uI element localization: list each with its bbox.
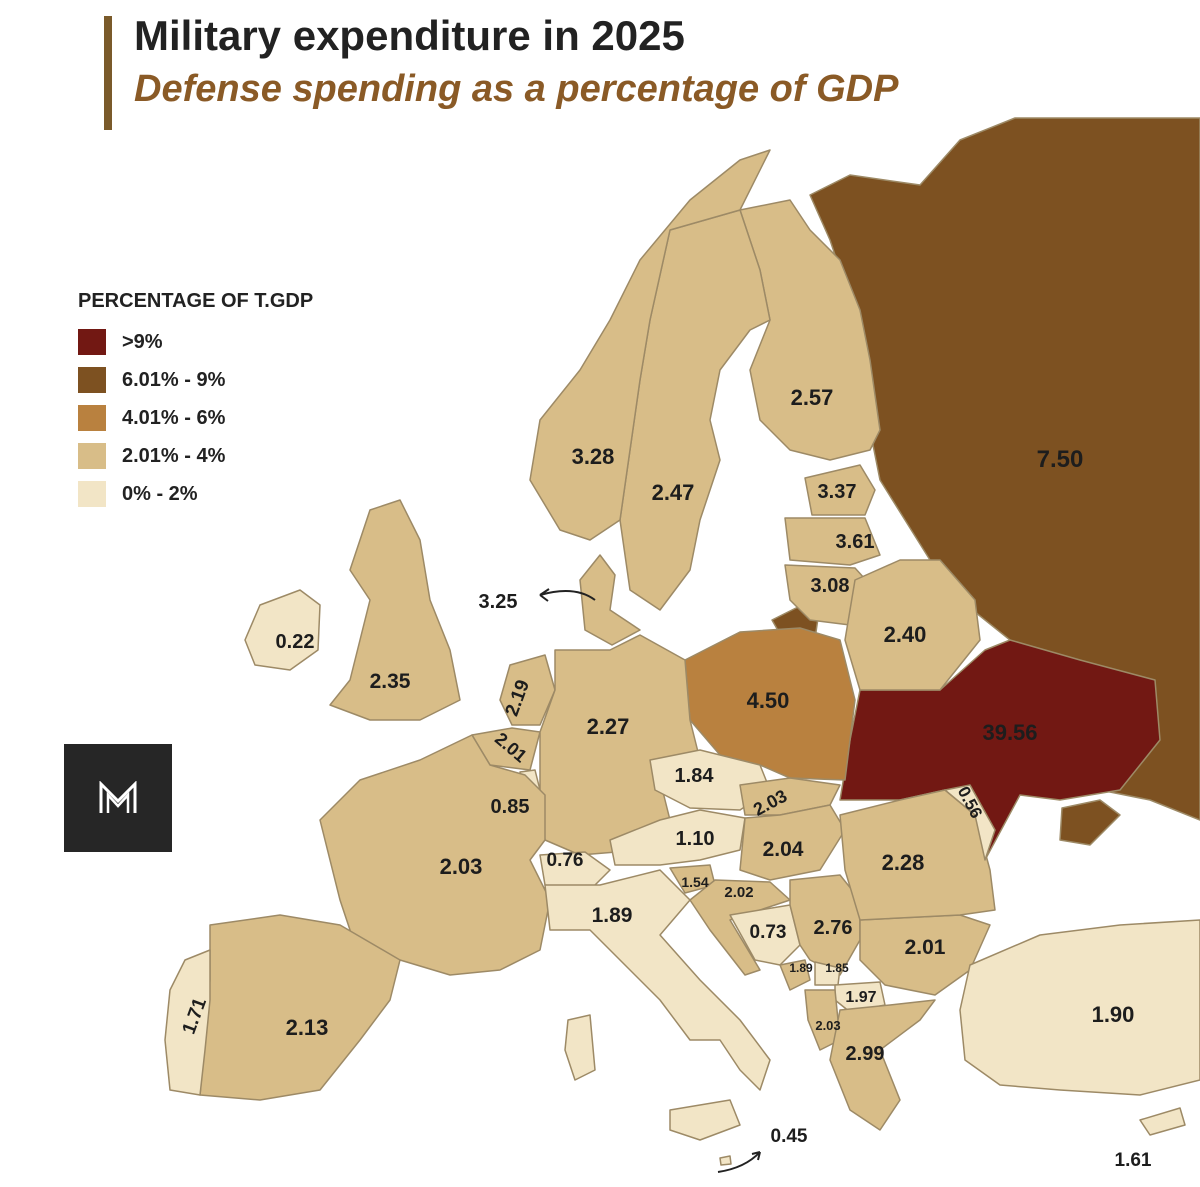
region-sicily — [669, 1099, 741, 1141]
value-label-norway: 3.28 — [572, 444, 615, 469]
value-label-czechia: 1.84 — [675, 765, 715, 787]
denmark-pointer-arrow — [539, 590, 596, 601]
value-label-hungary: 2.04 — [763, 838, 804, 861]
region-hungary — [739, 804, 846, 881]
region-switzerland — [539, 851, 611, 891]
m-logo-icon — [64, 744, 172, 852]
value-label-switzerland: 0.76 — [547, 850, 584, 871]
value-label-austria: 1.10 — [676, 828, 715, 850]
value-label-turkey: 1.90 — [1092, 1002, 1135, 1027]
region-montenegro — [779, 959, 811, 991]
value-label-finland: 2.57 — [791, 385, 834, 410]
region-ukraine — [839, 639, 1161, 861]
malta-arrow-head — [751, 1151, 761, 1161]
region-spain — [199, 914, 401, 1101]
value-label-serbia: 2.76 — [814, 917, 853, 939]
value-label-luxembourg: 0.85 — [491, 796, 530, 818]
value-label-ireland: 0.22 — [276, 631, 315, 653]
value-label-lithuania: 3.08 — [811, 575, 850, 597]
region-bulgaria — [859, 914, 991, 996]
legend-item-over9: >9% — [78, 323, 313, 361]
region-turkey — [959, 919, 1200, 1096]
region-france — [319, 734, 551, 976]
region-latvia — [784, 517, 881, 566]
region-denmark — [579, 554, 641, 646]
value-labels: 7.50 39.56 4.50 2.57 2.47 3.28 3.25 3.37 3.61 3.0… — [179, 385, 1152, 1171]
malta-pointer-arrow — [717, 1151, 761, 1173]
value-label-spain: 2.13 — [286, 1015, 329, 1040]
value-label-france: 2.03 — [440, 854, 483, 879]
value-label-sweden: 2.47 — [652, 480, 695, 505]
value-label-germany: 2.27 — [587, 714, 630, 739]
value-label-denmark: 3.25 — [479, 591, 518, 613]
value-label-uk: 2.35 — [370, 670, 411, 693]
region-ireland — [244, 589, 321, 671]
legend-swatch — [78, 481, 106, 507]
legend: PERCENTAGE OF T.GDP >9% 6.01% - 9% 4.01%… — [78, 290, 313, 513]
region-crimea — [1059, 799, 1121, 846]
legend-swatch — [78, 405, 106, 431]
value-label-bosnia: 0.73 — [750, 922, 787, 943]
value-label-montenegro: 1.89 — [789, 961, 813, 975]
legend-label: 0% - 2% — [122, 482, 198, 505]
value-label-latvia: 3.61 — [836, 531, 875, 553]
legend-item-2-4: 2.01% - 4% — [78, 437, 313, 475]
region-portugal — [164, 949, 211, 1096]
region-romania — [839, 789, 996, 921]
legend-label: 2.01% - 4% — [122, 444, 226, 467]
region-estonia — [804, 464, 876, 516]
region-bosnia — [729, 904, 801, 966]
title-accent-bar — [104, 16, 112, 130]
legend-item-0-2: 0% - 2% — [78, 475, 313, 513]
legend-swatch — [78, 443, 106, 469]
value-label-croatia: 2.02 — [724, 884, 753, 901]
value-label-bulgaria: 2.01 — [905, 936, 946, 959]
legend-label: >9% — [122, 330, 163, 353]
region-moldova — [944, 784, 996, 861]
value-label-kosovo: 1.85 — [825, 961, 849, 975]
region-poland — [684, 627, 856, 781]
value-label-albania: 2.03 — [815, 1018, 840, 1033]
region-finland — [739, 199, 881, 461]
legend-item-6-9: 6.01% - 9% — [78, 361, 313, 399]
value-label-ukraine: 39.56 — [982, 720, 1037, 745]
legend-label: 4.01% - 6% — [122, 406, 226, 429]
region-austria — [609, 809, 746, 866]
region-belarus — [844, 559, 981, 691]
legend-item-4-6: 4.01% - 6% — [78, 399, 313, 437]
region-albania — [804, 989, 841, 1051]
value-label-greece: 2.99 — [846, 1043, 885, 1065]
value-label-russia: 7.50 — [1037, 446, 1084, 473]
legend-label: 6.01% - 9% — [122, 368, 226, 391]
value-label-cyprus: 1.61 — [1115, 1150, 1152, 1171]
m-logo-glyph — [99, 781, 137, 813]
value-label-italy: 1.89 — [592, 904, 633, 927]
region-italy — [544, 869, 771, 1091]
map-title: Military expenditure in 2025 — [134, 12, 685, 59]
legend-swatch — [78, 329, 106, 355]
region-cyprus — [1139, 1107, 1186, 1136]
legend-title: PERCENTAGE OF T.GDP — [78, 290, 314, 312]
denmark-arrow-head — [539, 588, 550, 602]
region-greece — [829, 999, 936, 1131]
region-netherlands — [499, 654, 556, 726]
value-label-malta: 0.45 — [771, 1126, 808, 1147]
value-label-poland: 4.50 — [747, 688, 790, 713]
legend-swatch — [78, 367, 106, 393]
region-uk — [329, 499, 461, 721]
value-label-estonia: 3.37 — [818, 481, 857, 503]
value-label-north-macedonia: 1.97 — [845, 989, 876, 1006]
value-label-belarus: 2.40 — [884, 622, 927, 647]
region-sardinia — [564, 1014, 596, 1081]
region-serbia — [789, 874, 861, 976]
value-label-romania: 2.28 — [882, 850, 925, 875]
region-croatia — [689, 879, 791, 976]
region-norway — [529, 149, 771, 541]
region-russia — [809, 117, 1200, 821]
map-subtitle: Defense spending as a percentage of GDP — [134, 68, 899, 110]
pointer-arrows — [539, 588, 761, 1173]
region-malta — [719, 1155, 732, 1166]
value-label-slovenia: 1.54 — [681, 874, 708, 890]
